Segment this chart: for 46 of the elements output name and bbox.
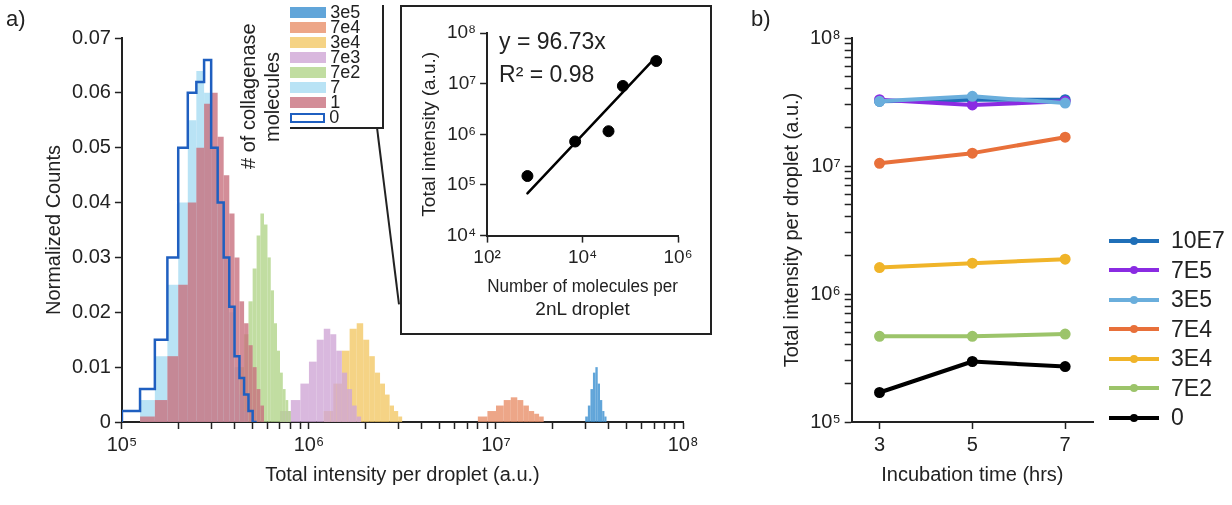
- legend-label: 10E7: [1171, 226, 1225, 256]
- y-tick-label: 10⁷: [448, 71, 477, 93]
- legend-label: 3E5: [1171, 285, 1212, 315]
- x-axis-title: Total intensity per droplet (a.u.): [265, 462, 540, 485]
- legend-title: # of collagenase molecules: [236, 22, 285, 172]
- x-tick-label: 3: [873, 432, 886, 455]
- y-tick-label: 0.01: [71, 354, 111, 377]
- y-tick-label: 0.02: [71, 299, 111, 322]
- x-tick-label: 10⁶: [663, 246, 693, 268]
- y-tick-label: 0.03: [71, 244, 111, 267]
- annotation: y = 96.73x: [499, 28, 607, 55]
- y-tick-label: 10⁶: [810, 281, 841, 304]
- y-tick-label: 10⁸: [446, 21, 477, 43]
- y-tick-label: 0.04: [71, 190, 111, 213]
- x-tick-label: 10²: [473, 246, 501, 268]
- y-tick-label: 10⁸: [810, 25, 841, 48]
- annotation: R² = 0.98: [499, 61, 595, 88]
- legend-label: 7E2: [1171, 373, 1212, 403]
- x-tick-label: 7: [1059, 432, 1071, 455]
- y-tick-label: 0.05: [71, 135, 111, 158]
- x-tick-label: 10⁵: [106, 432, 138, 455]
- y-tick-label: 0.06: [71, 80, 111, 103]
- y-axis-title: Total intensity (a.u.): [417, 51, 439, 217]
- x-tick-label: 10⁶: [293, 432, 325, 455]
- text: a): [6, 6, 26, 32]
- legend-label: 3E4: [1171, 344, 1212, 374]
- x-axis-title: Incubation time (hrs): [881, 462, 1064, 485]
- legend-label: 0: [329, 107, 340, 127]
- legend-label: 7E4: [1171, 314, 1212, 344]
- y-tick-label: 10⁶: [447, 122, 477, 144]
- y-tick-label: 10⁵: [810, 409, 841, 432]
- y-tick-label: 10⁷: [811, 153, 841, 176]
- legend-label: 0: [1171, 403, 1184, 433]
- legend-label: 7E5: [1171, 255, 1212, 285]
- x-tick-label: 10⁴: [567, 246, 598, 268]
- y-tick-label: 0: [99, 409, 111, 432]
- y-tick-label: 0.07: [71, 25, 111, 48]
- x-tick-label: 10⁷: [481, 432, 511, 455]
- x-tick-label: 5: [966, 432, 978, 455]
- y-axis-title: Total intensity per droplet (a.u.): [779, 92, 802, 368]
- x-tick-label: 10⁸: [667, 432, 699, 455]
- text: b): [751, 6, 771, 32]
- y-tick-label: 10⁵: [447, 173, 477, 195]
- x-axis-title: Number of molecules per 2nL droplet: [487, 275, 678, 319]
- y-tick-label: 10⁴: [446, 223, 477, 245]
- y-axis-title: Normalized Counts: [41, 144, 64, 316]
